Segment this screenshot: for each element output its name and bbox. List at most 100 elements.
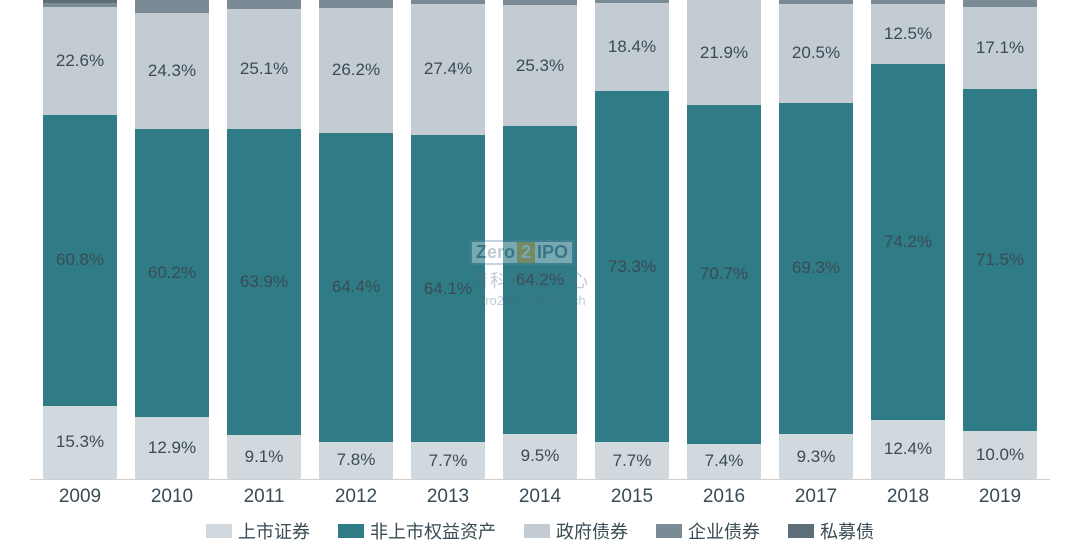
bar-segment-corp_bond: 1.4%	[963, 0, 1037, 7]
bar-segment-unlisted: 64.2%	[503, 126, 577, 433]
segment-label: 64.1%	[424, 279, 472, 299]
legend-label: 私募债	[820, 518, 874, 544]
bar-segment-gov_bond: 27.4%	[411, 4, 485, 135]
segment-label: 64.4%	[332, 277, 380, 297]
x-axis-label: 2012	[316, 486, 396, 508]
segment-label: 71.5%	[976, 250, 1024, 270]
bar-segment-gov_bond: 18.4%	[595, 3, 669, 91]
bar-column: 1.8%25.1%63.9%9.1%	[224, 0, 304, 479]
bar-segment-listed: 12.9%	[135, 417, 209, 479]
segment-label: 10.0%	[976, 445, 1024, 465]
bars-container: 0.6%0.8%22.6%60.8%15.3%2.7%24.3%60.2%12.…	[30, 0, 1050, 479]
bar-segment-listed: 7.8%	[319, 442, 393, 479]
segment-label: 74.2%	[884, 232, 932, 252]
bar-segment-listed: 7.7%	[595, 442, 669, 479]
bar-segment-gov_bond: 12.5%	[871, 4, 945, 64]
segment-label: 21.9%	[700, 43, 748, 63]
segment-label: 26.2%	[332, 60, 380, 80]
bar-segment-corp_bond: 1.6%	[319, 0, 393, 8]
segment-label: 73.3%	[608, 257, 656, 277]
bar-segment-unlisted: 64.1%	[411, 135, 485, 442]
segment-label: 12.4%	[884, 439, 932, 459]
bar-column: 1.6% 26.2% 64.4% 7.8%	[316, 0, 396, 479]
bar-segment-unlisted: 69.3%	[779, 103, 853, 435]
x-axis-labels: 2009201020112012201320142015201620172018…	[30, 486, 1050, 508]
legend: 上市证券 非上市权益资产 政府债券 企业债券 私募债	[0, 518, 1080, 544]
segment-label: 7.4%	[705, 451, 744, 471]
segment-label: 63.9%	[240, 272, 288, 292]
segment-label: 15.3%	[56, 432, 104, 452]
segment-label: 12.5%	[884, 24, 932, 44]
segment-label: 64.2%	[516, 270, 564, 290]
segment-label: 69.3%	[792, 258, 840, 278]
x-axis-label: 2009	[40, 486, 120, 508]
legend-label: 政府债券	[556, 518, 628, 544]
segment-label: 18.4%	[608, 37, 656, 57]
x-axis-label: 2019	[960, 486, 1040, 508]
segment-label: 70.7%	[700, 264, 748, 284]
legend-swatch	[524, 524, 550, 538]
legend-item-private_debt: 私募债	[788, 518, 874, 544]
bar-segment-unlisted: 74.2%	[871, 64, 945, 419]
bar-segment-gov_bond: 20.5%	[779, 4, 853, 102]
bar-segment-gov_bond: 25.3%	[503, 5, 577, 126]
legend-swatch	[338, 524, 364, 538]
bar-segment-listed: 9.1%	[227, 435, 301, 479]
x-axis-label: 2017	[776, 486, 856, 508]
segment-label: 17.1%	[976, 38, 1024, 58]
segment-label: 27.4%	[424, 59, 472, 79]
bar-segment-gov_bond: 22.6%	[43, 7, 117, 115]
bar-segment-unlisted: 60.2%	[135, 129, 209, 417]
bar-column: 0.6%18.4%73.3%7.7%	[592, 0, 672, 479]
bar-column: 0.6%0.8%22.6%60.8%15.3%	[40, 0, 120, 479]
segment-label: 9.5%	[521, 446, 560, 466]
bar-column: 0.8%27.4%64.1%7.7%	[408, 0, 488, 479]
segment-label: 7.7%	[613, 451, 652, 471]
bar-segment-gov_bond: 24.3%	[135, 13, 209, 129]
x-axis-label: 2011	[224, 486, 304, 508]
bar-segment-corp_bond: 2.7%	[135, 0, 209, 13]
bar-segment-gov_bond: 25.1%	[227, 9, 301, 129]
bar-segment-listed: 15.3%	[43, 406, 117, 479]
segment-label: 25.1%	[240, 59, 288, 79]
x-axis-label: 2016	[684, 486, 764, 508]
bar-column: 0.1%21.9%70.7%7.4%	[684, 0, 764, 479]
bar-segment-gov_bond: 26.2%	[319, 8, 393, 134]
bar-segment-listed: 7.4%	[687, 444, 761, 479]
bar-segment-gov_bond: 17.1%	[963, 7, 1037, 89]
bar-segment-listed: 9.5%	[503, 434, 577, 479]
segment-label: 60.8%	[56, 250, 104, 270]
legend-swatch	[656, 524, 682, 538]
bar-segment-listed: 9.3%	[779, 434, 853, 479]
segment-label: 25.3%	[516, 56, 564, 76]
segment-label: 7.8%	[337, 450, 376, 470]
bar-column: 0.9%20.5%69.3%9.3%	[776, 0, 856, 479]
bar-segment-listed: 7.7%	[411, 442, 485, 479]
segment-label: 60.2%	[148, 263, 196, 283]
legend-item-unlisted: 非上市权益资产	[338, 518, 496, 544]
bar-segment-unlisted: 60.8%	[43, 115, 117, 406]
bar-column: 0.9%12.5%74.2%12.4%	[868, 0, 948, 479]
x-axis-label: 2013	[408, 486, 488, 508]
legend-item-gov_bond: 政府债券	[524, 518, 628, 544]
segment-label: 20.5%	[792, 43, 840, 63]
bar-segment-unlisted: 71.5%	[963, 89, 1037, 431]
legend-swatch	[788, 524, 814, 538]
legend-item-corp_bond: 企业债券	[656, 518, 760, 544]
segment-label: 12.9%	[148, 438, 196, 458]
legend-swatch	[206, 524, 232, 538]
bar-segment-unlisted: 73.3%	[595, 91, 669, 442]
segment-label: 22.6%	[56, 51, 104, 71]
bar-segment-unlisted: 70.7%	[687, 105, 761, 443]
stacked-bar-chart: 0.6%0.8%22.6%60.8%15.3%2.7%24.3%60.2%12.…	[30, 0, 1050, 480]
bar-segment-listed: 10.0%	[963, 431, 1037, 479]
segment-label: 7.7%	[429, 451, 468, 471]
bar-column: 1.1%25.3%64.2%9.5%	[500, 0, 580, 479]
bar-column: 2.7%24.3% 60.2% 12.9%	[132, 0, 212, 479]
segment-label: 9.3%	[797, 447, 836, 467]
legend-item-listed: 上市证券	[206, 518, 310, 544]
bar-segment-listed: 12.4%	[871, 420, 945, 479]
x-axis-label: 2018	[868, 486, 948, 508]
x-axis-label: 2014	[500, 486, 580, 508]
legend-label: 上市证券	[238, 518, 310, 544]
